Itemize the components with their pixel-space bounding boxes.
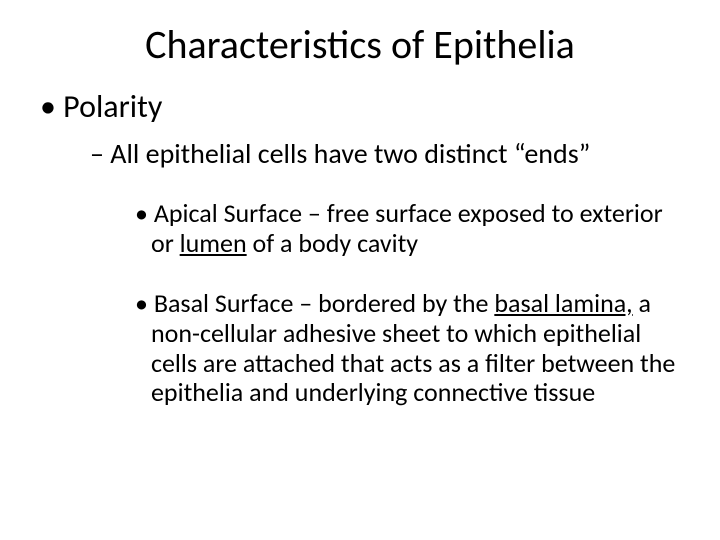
basal-prefix: Basal Surface – bordered by the (154, 287, 495, 319)
apical-underline-lumen: lumen (180, 227, 247, 259)
level1-text: Polarity (63, 87, 162, 126)
basal-underline-basal-lamina: basal lamina, (494, 287, 632, 319)
bullet-level3-apical: Apical Surface – free surface exposed to… (135, 199, 690, 259)
slide-title: Characteristics of Epithelia (30, 20, 690, 69)
level2-text: All epithelial cells have two distinct “… (110, 136, 590, 171)
apical-suffix: of a body cavity (247, 227, 418, 259)
bullet-level2-ends: All epithelial cells have two distinct “… (90, 136, 690, 171)
bullet-level1-polarity: Polarity (40, 87, 690, 126)
bullet-level3-basal: Basal Surface – bordered by the basal la… (135, 289, 690, 409)
